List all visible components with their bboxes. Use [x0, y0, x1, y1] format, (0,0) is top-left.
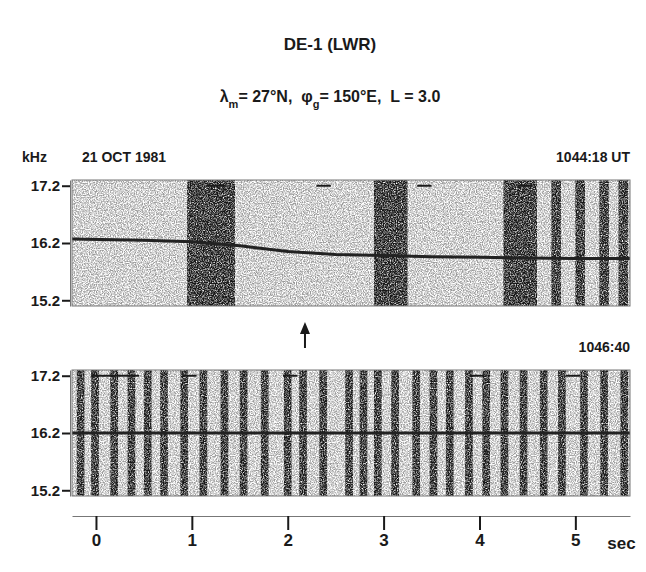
y-tick-mark	[62, 243, 70, 245]
x-tick-label: 4	[475, 531, 485, 550]
time-arrow	[300, 322, 310, 348]
panel-title: 1044:18 UT	[556, 149, 630, 165]
y-tick: 15.2	[31, 482, 70, 499]
x-axis-unit: sec	[607, 534, 635, 553]
y-tick-mark	[62, 185, 70, 187]
y-tick: 16.2	[31, 424, 70, 441]
title: DE-1 (LWR)	[284, 35, 377, 54]
y-axis-line	[70, 371, 71, 497]
panel-title: 1046:40	[579, 339, 631, 355]
time-mark	[206, 185, 225, 187]
x-tick-label: 2	[283, 531, 292, 550]
x-tick-mark	[575, 516, 577, 530]
x-tick-label: 3	[379, 531, 388, 550]
plot-background	[72, 180, 630, 306]
y-tick-mark	[62, 375, 70, 377]
plot-marks	[72, 370, 630, 496]
y-tick-mark	[62, 300, 70, 302]
y-axis: 15.2 16.2 17.2	[31, 177, 71, 309]
subtitle-part: λ	[220, 88, 229, 105]
subtitle: λm= 27°N, φg= 150°E, L = 3.0	[220, 88, 441, 110]
y-tick-label: 17.2	[31, 177, 60, 194]
x-tick-mark	[383, 516, 385, 530]
plot-frame	[72, 180, 630, 306]
x-tick: 5	[571, 516, 580, 550]
noise-burst	[503, 180, 537, 306]
x-tick-mark	[479, 516, 481, 530]
time-mark	[417, 185, 431, 187]
noise-burst	[551, 180, 561, 306]
subtitle-subscript: g	[313, 98, 320, 110]
y-axis-unit: kHz	[22, 149, 47, 165]
plot-background	[72, 370, 630, 496]
x-tick-label: 1	[188, 531, 197, 550]
x-tick-mark	[191, 516, 193, 530]
x-tick: 4	[475, 516, 485, 550]
panel: 1046:40 15.2 16.2 17.2 0 1 2 3 4 5 sec	[31, 339, 636, 553]
signal-line	[72, 432, 630, 435]
noise-burst	[599, 180, 609, 306]
y-tick: 16.2	[31, 234, 70, 251]
time-mark	[91, 375, 139, 377]
x-tick-label: 0	[92, 531, 101, 550]
noise-burst	[575, 180, 585, 306]
y-tick: 15.2	[31, 292, 70, 309]
signal-line	[72, 239, 630, 258]
y-axis: 15.2 16.2 17.2	[31, 367, 71, 499]
time-mark	[182, 375, 196, 377]
x-tick: 2	[283, 516, 292, 550]
time-mark	[316, 185, 330, 187]
subtitle-subscript: m	[229, 98, 239, 110]
noise-burst	[618, 180, 628, 306]
noise-burst	[374, 180, 408, 306]
x-tick: 0	[92, 516, 101, 550]
y-tick-label: 17.2	[31, 367, 60, 384]
y-tick-label: 15.2	[31, 292, 60, 309]
subtitle-part: = 27°N, φ	[238, 88, 312, 105]
time-mark	[566, 375, 580, 377]
x-tick-mark	[95, 516, 97, 530]
y-axis-line	[70, 181, 71, 307]
x-tick-mark	[287, 516, 289, 530]
x-tick: 1	[188, 516, 197, 550]
plot-frame	[72, 370, 630, 496]
x-axis: 0 1 2 3 4 5	[73, 516, 631, 550]
y-tick-mark	[62, 433, 70, 435]
y-tick: 17.2	[31, 367, 70, 384]
y-tick-label: 16.2	[31, 234, 60, 251]
panel: 1044:18 UT 15.2 16.2 17.2	[31, 149, 631, 348]
subtitle-part: = 150°E, L = 3.0	[319, 88, 440, 105]
plot-marks	[72, 180, 630, 306]
time-mark	[470, 375, 484, 377]
date: 21 OCT 1981	[82, 149, 166, 165]
time-mark	[283, 375, 297, 377]
y-tick-mark	[62, 490, 70, 492]
y-tick: 17.2	[31, 177, 70, 194]
y-tick-label: 15.2	[31, 482, 60, 499]
x-tick-label: 5	[571, 531, 580, 550]
figure: DE-1 (LWR) λm= 27°N, φg= 150°E, L = 3.0 kH…	[0, 0, 646, 572]
x-tick: 3	[379, 516, 388, 550]
y-tick-label: 16.2	[31, 424, 60, 441]
time-mark	[518, 185, 532, 187]
x-axis-line	[73, 516, 631, 517]
